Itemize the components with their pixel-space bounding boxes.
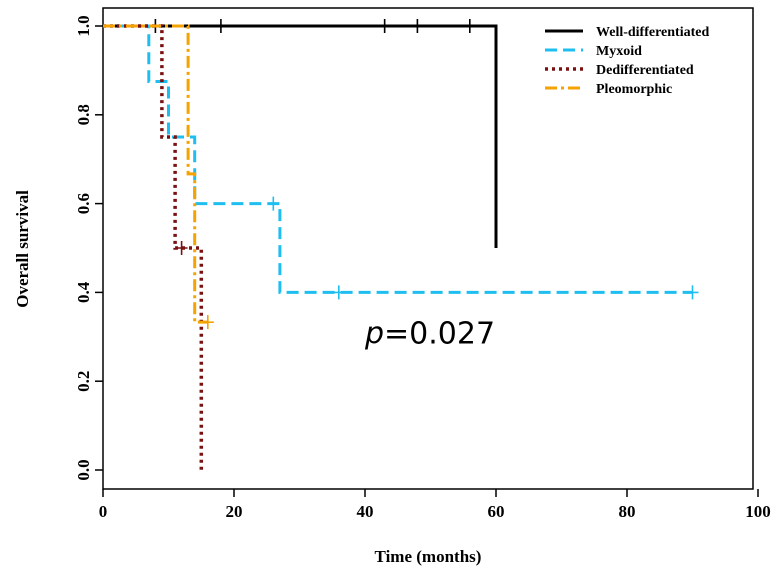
y-tick-label: 0.8 bbox=[74, 104, 93, 125]
legend-label-dedifferentiated: Dedifferentiated bbox=[596, 63, 694, 78]
censor-mark bbox=[267, 196, 280, 211]
x-tick-label: 0 bbox=[99, 502, 108, 521]
series-myxoid bbox=[103, 24, 699, 300]
x-tick-label: 100 bbox=[745, 502, 771, 521]
censor-mark bbox=[686, 285, 699, 300]
x-tick-label: 60 bbox=[488, 502, 505, 521]
censor-mark bbox=[411, 19, 424, 33]
y-tick-label: 0.2 bbox=[74, 371, 93, 392]
legend-label-well-differentiated: Well-differentiated bbox=[596, 25, 709, 40]
x-tick-label: 20 bbox=[226, 502, 243, 521]
censor-mark bbox=[378, 19, 391, 33]
series-dedifferentiated bbox=[103, 24, 204, 470]
x-tick-label: 80 bbox=[619, 502, 636, 521]
x-axis-title: Time (months) bbox=[375, 547, 482, 566]
censor-mark bbox=[332, 285, 345, 300]
y-tick-label: 1.0 bbox=[74, 15, 93, 36]
survival-curve-myxoid bbox=[103, 24, 693, 294]
y-tick-label: 0.4 bbox=[74, 281, 93, 303]
legend-label-myxoid: Myxoid bbox=[596, 44, 642, 59]
survival-curve-pleomorphic bbox=[103, 24, 208, 324]
censor-mark bbox=[463, 19, 476, 33]
legend-label-pleomorphic: Pleomorphic bbox=[596, 82, 672, 97]
censor-mark bbox=[214, 19, 227, 33]
plot-frame bbox=[102, 7, 754, 490]
survival-curve-well-differentiated bbox=[103, 24, 498, 248]
censor-mark bbox=[201, 315, 214, 330]
censor-mark bbox=[175, 241, 188, 255]
y-tick-label: 0.6 bbox=[74, 193, 93, 214]
p-value-symbol: p bbox=[364, 316, 384, 351]
survival-curve-dedifferentiated bbox=[103, 24, 204, 470]
y-tick-label: 0.0 bbox=[74, 459, 93, 480]
series-pleomorphic bbox=[103, 24, 214, 330]
x-tick-label: 40 bbox=[357, 502, 374, 521]
y-axis-title: Overall survival bbox=[13, 190, 32, 308]
p-value-number: =0.027 bbox=[384, 316, 495, 351]
p-value-annotation: p=0.027 bbox=[364, 316, 495, 351]
